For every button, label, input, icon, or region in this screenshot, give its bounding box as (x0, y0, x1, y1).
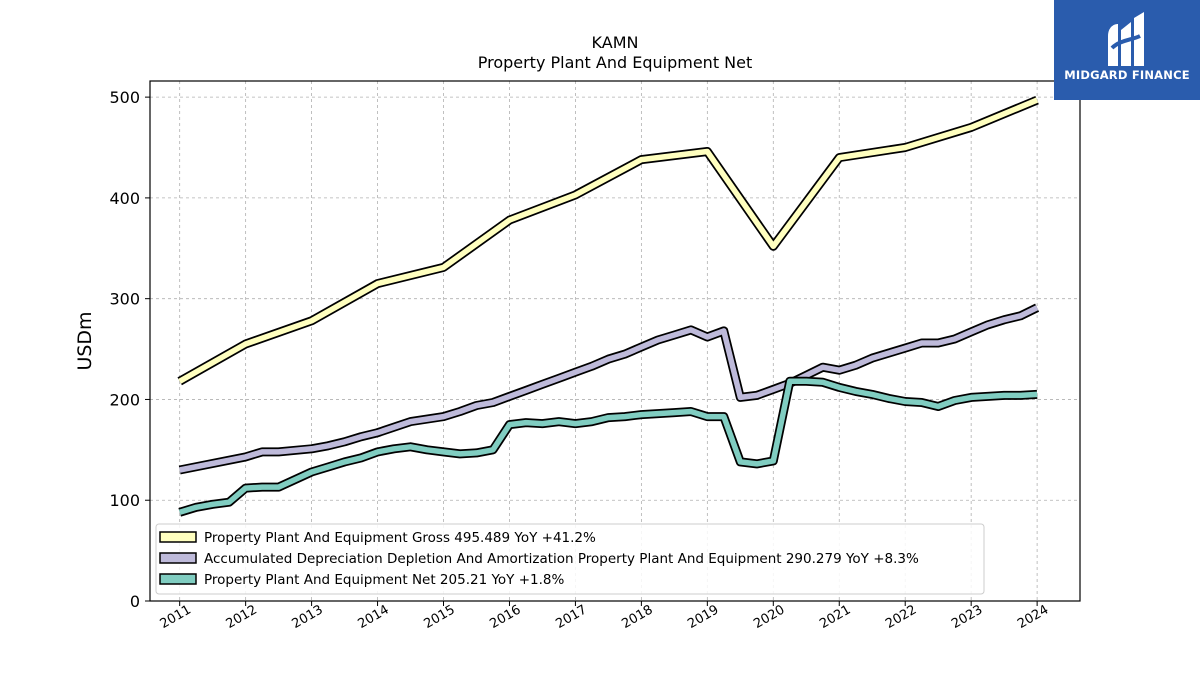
legend-swatch (159, 552, 197, 564)
legend: Property Plant And Equipment Gross 495.4… (155, 523, 985, 595)
x-tick-label: 2018 (619, 602, 655, 632)
legend-box (155, 523, 985, 595)
y-tick-label: 0 (130, 592, 140, 611)
y-tick-label: 100 (109, 491, 140, 510)
series-1 (178, 303, 1040, 475)
legend-swatch (159, 531, 197, 543)
series-2 (178, 376, 1038, 517)
x-tick-label: 2024 (1015, 602, 1051, 632)
x-tick-label: 2014 (356, 602, 392, 632)
y-tick-label: 500 (109, 88, 140, 107)
x-tick-label: 2021 (817, 602, 853, 632)
x-tick-label: 2016 (487, 602, 523, 632)
x-tick-label: 2013 (290, 602, 326, 632)
x-tick-label: 2015 (421, 602, 457, 632)
legend-entry: Property Plant And Equipment Net 205.21 … (204, 572, 564, 588)
x-axis: 2011 2012 2013 2014 2015 2016 2017 2018 2019 2020… (158, 601, 1051, 632)
legend-entry: Accumulated Depreciation Depletion And A… (204, 551, 919, 567)
midgard-logo-icon (1108, 12, 1144, 66)
x-tick-label: 2017 (553, 602, 589, 632)
x-tick-label: 2019 (685, 602, 721, 632)
series-line (178, 97, 1039, 384)
y-tick-label: 200 (109, 390, 140, 409)
series-line (179, 305, 1039, 473)
brand-badge: MIDGARD FINANCE (1054, 0, 1200, 100)
legend-entry: Property Plant And Equipment Gross 495.4… (204, 530, 596, 546)
chart-subtitle: Property Plant And Equipment Net (478, 53, 753, 72)
y-axis: 0 100 200 300 400 500 (109, 88, 150, 611)
chart-title: KAMN (592, 33, 639, 52)
series-line-outline (178, 303, 1040, 475)
x-tick-label: 2011 (158, 602, 194, 632)
y-axis-label: USDm (74, 311, 96, 370)
series-line-outline (177, 95, 1039, 386)
legend-swatch (159, 573, 197, 585)
plot-frame (149, 80, 1081, 602)
x-tick-label: 2020 (751, 602, 787, 632)
x-tick-label: 2022 (883, 602, 919, 632)
x-tick-label: 2012 (224, 602, 260, 632)
x-tick-label: 2023 (949, 602, 985, 632)
y-tick-label: 400 (109, 189, 140, 208)
y-tick-label: 300 (109, 290, 140, 309)
series-line (178, 378, 1038, 515)
series-lines (177, 95, 1040, 517)
series-0 (177, 95, 1039, 386)
brand-name: MIDGARD FINANCE (1064, 68, 1190, 82)
